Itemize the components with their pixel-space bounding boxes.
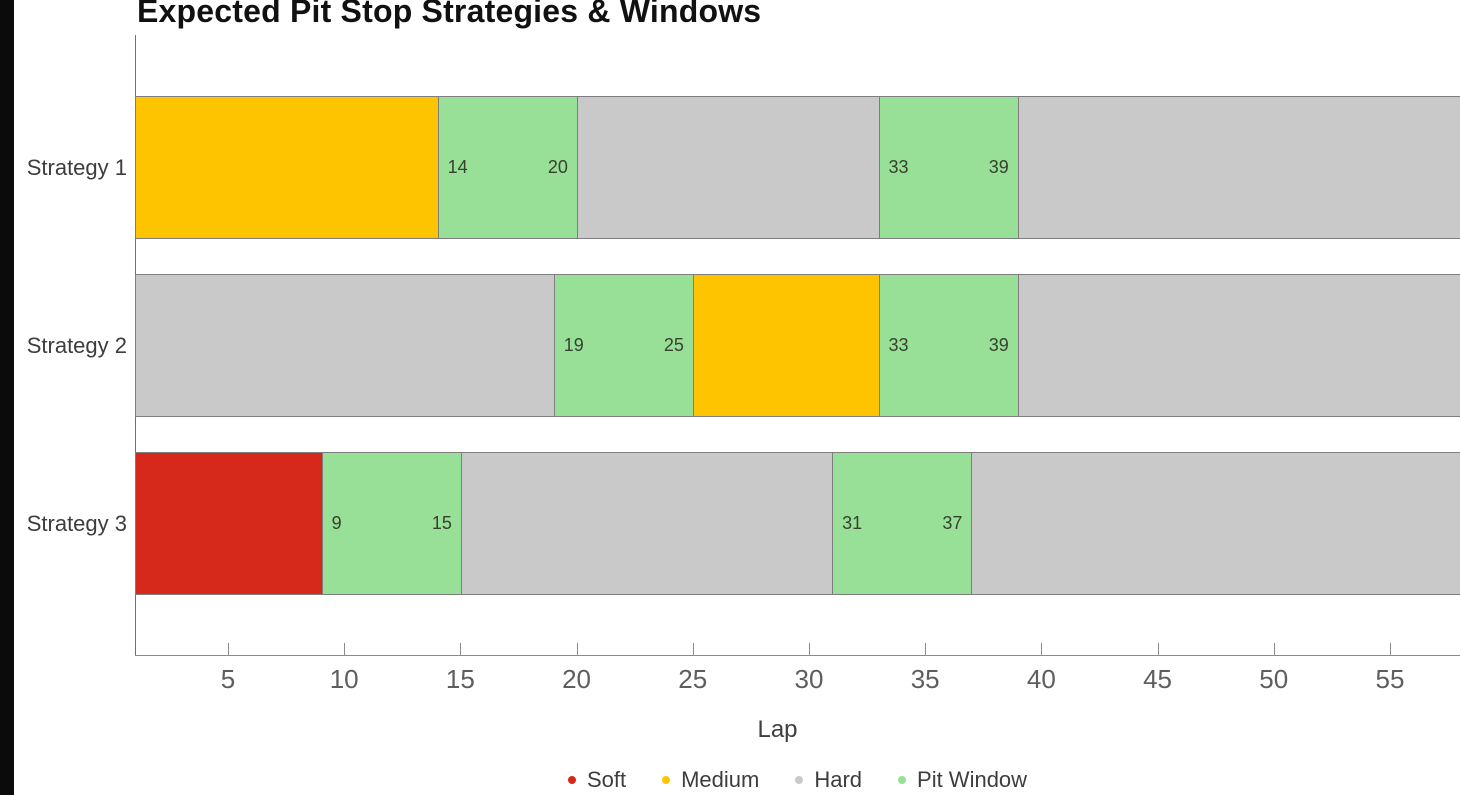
y-axis-label-strategy-2: Strategy 2 bbox=[26, 332, 127, 358]
legend: Soft Medium Hard Pit Window bbox=[135, 767, 1460, 793]
x-axis-tick bbox=[1389, 643, 1391, 655]
segment-hard bbox=[1017, 97, 1460, 238]
legend-item-hard: Hard bbox=[795, 767, 862, 793]
pit-window-end-label: 39 bbox=[988, 157, 1009, 177]
x-axis-tick-label: 30 bbox=[794, 664, 824, 694]
x-axis-tick bbox=[344, 643, 346, 655]
pit-window-start-label: 33 bbox=[888, 157, 909, 177]
pit-window-end-label: 25 bbox=[663, 335, 684, 355]
pit-window-start-label: 14 bbox=[447, 157, 468, 177]
x-axis-tick-label: 50 bbox=[1259, 664, 1289, 694]
legend-marker-pit-window-icon bbox=[898, 776, 907, 784]
legend-item-medium: Medium bbox=[662, 767, 759, 793]
x-axis-tick bbox=[1041, 643, 1043, 655]
legend-label-hard: Hard bbox=[814, 767, 863, 792]
pit-window-end-label: 37 bbox=[942, 513, 963, 533]
x-axis-tick-label: 10 bbox=[329, 664, 359, 694]
x-axis-tick bbox=[692, 643, 694, 655]
pit-window-start-label: 33 bbox=[888, 335, 909, 355]
plot-area: 14 20 33 39 19 25 33 39 9 15 31 37 bbox=[135, 35, 1460, 655]
y-axis-label-strategy-1: Strategy 1 bbox=[26, 154, 127, 180]
segment-hard bbox=[1017, 275, 1460, 416]
segment-pit-window: 14 20 bbox=[437, 97, 577, 238]
strategy-3-bar: 9 15 31 37 bbox=[135, 452, 1460, 595]
x-axis-tick-label: 5 bbox=[220, 664, 236, 694]
strategy-1-bar: 14 20 33 39 bbox=[135, 96, 1460, 239]
pit-window-start-label: 9 bbox=[331, 513, 342, 533]
pit-window-end-label: 39 bbox=[988, 335, 1009, 355]
chart-title: Expected Pit Stop Strategies & Windows bbox=[137, 0, 762, 29]
x-axis-tick bbox=[925, 643, 927, 655]
legend-marker-hard-icon bbox=[795, 776, 804, 784]
segment-hard bbox=[136, 275, 554, 416]
segment-hard bbox=[576, 97, 879, 238]
x-axis-tick-label: 25 bbox=[678, 664, 708, 694]
pit-window-end-label: 20 bbox=[547, 157, 568, 177]
legend-label-soft: Soft bbox=[586, 767, 627, 792]
segment-pit-window: 9 15 bbox=[321, 453, 461, 594]
x-axis-tick bbox=[227, 643, 229, 655]
segment-medium bbox=[136, 97, 438, 238]
y-axis-label-strategy-3: Strategy 3 bbox=[26, 510, 127, 536]
x-axis-tick-labels: 5 10 15 20 25 30 35 40 45 50 55 bbox=[135, 664, 1460, 698]
legend-item-pit-window: Pit Window bbox=[898, 767, 1027, 793]
left-black-strip bbox=[0, 0, 14, 795]
segment-hard bbox=[460, 453, 833, 594]
strategy-2-bar: 19 25 33 39 bbox=[135, 274, 1460, 417]
legend-label-medium: Medium bbox=[681, 767, 760, 792]
x-axis-tick-label: 15 bbox=[445, 664, 475, 694]
pit-window-end-label: 15 bbox=[431, 513, 452, 533]
legend-marker-medium-icon bbox=[662, 776, 671, 784]
x-axis-title: Lap bbox=[757, 716, 798, 743]
segment-medium bbox=[692, 275, 879, 416]
legend-marker-soft-icon bbox=[567, 776, 576, 784]
x-axis-tick bbox=[576, 643, 578, 655]
pit-window-start-label: 31 bbox=[842, 513, 863, 533]
x-axis-tick-label: 55 bbox=[1375, 664, 1405, 694]
segment-hard bbox=[971, 453, 1460, 594]
y-axis-labels: Strategy 1 Strategy 2 Strategy 3 bbox=[0, 35, 127, 655]
segment-pit-window: 19 25 bbox=[553, 275, 693, 416]
x-axis-tick-label: 40 bbox=[1026, 664, 1056, 694]
legend-item-soft: Soft bbox=[567, 767, 627, 793]
x-axis-tick bbox=[460, 643, 462, 655]
segment-soft bbox=[136, 453, 322, 594]
x-axis-tick-label: 20 bbox=[562, 664, 592, 694]
segment-pit-window: 33 39 bbox=[878, 275, 1018, 416]
segment-pit-window: 31 37 bbox=[832, 453, 972, 594]
x-axis-tick-label: 35 bbox=[910, 664, 940, 694]
x-axis-tick bbox=[1157, 643, 1159, 655]
segment-pit-window: 33 39 bbox=[878, 97, 1018, 238]
pit-window-start-label: 19 bbox=[563, 335, 584, 355]
legend-label-pit-window: Pit Window bbox=[917, 767, 1028, 792]
x-axis-tick bbox=[808, 643, 810, 655]
x-axis-line bbox=[135, 655, 1460, 656]
x-axis-tick-label: 45 bbox=[1143, 664, 1173, 694]
x-axis-tick bbox=[1273, 643, 1275, 655]
